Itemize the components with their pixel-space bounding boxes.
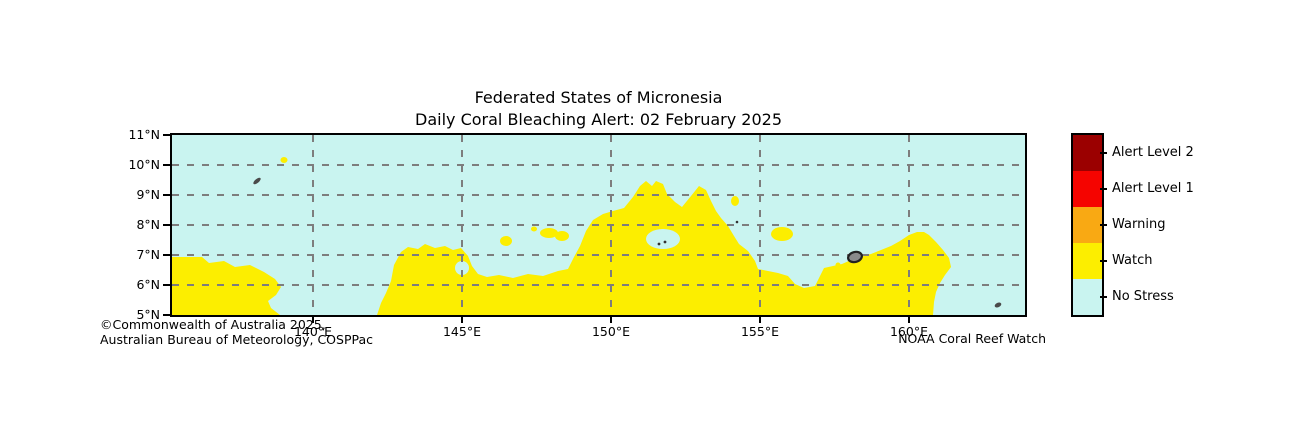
legend-swatch [1073,207,1102,243]
lagoon-chuuk [646,229,680,249]
kosrae-island [994,302,1002,308]
legend-tick-mark [1100,188,1107,190]
legend-swatch [1073,279,1102,315]
watch-islet [555,231,569,241]
y-tick-label: 9°N [136,187,160,202]
noaa-credit: NOAA Coral Reef Watch [898,331,1046,346]
y-tick-label: 10°N [128,157,160,172]
watch-islet [835,262,841,268]
x-tick-label: 145°E [442,324,481,339]
chuuk-islet [657,242,661,246]
legend-item-label: Watch [1112,253,1153,268]
lagoon-west [455,261,469,275]
x-tick-mark [312,317,314,323]
yap-island [253,177,261,185]
x-tick-mark [759,317,761,323]
x-tick-label: 155°E [740,324,779,339]
x-tick-mark [461,317,463,323]
chuuk-islet [663,240,667,244]
legend-swatch [1073,135,1102,171]
legend-item-label: Alert Level 1 [1112,181,1194,196]
y-tick-label: 8°N [136,217,160,232]
page-title: Federated States of Micronesia [474,88,723,107]
legend-item-label: Alert Level 2 [1112,145,1194,160]
bleaching-alert-map [172,135,1025,315]
y-tick-label: 5°N [136,307,160,322]
x-tick-mark [610,317,612,323]
watch-region-southwest [172,257,281,315]
y-tick-mark [163,134,170,136]
y-tick-mark [163,314,170,316]
legend-tick-mark [1100,152,1107,154]
watch-islet [500,236,512,246]
x-tick-label: 140°E [293,324,332,339]
legend-tick-mark [1100,296,1107,298]
legend-tick-mark [1100,260,1107,262]
y-tick-mark [163,164,170,166]
chart-title-block: Federated States of Micronesia Daily Cor… [172,87,1025,131]
map-plot-area [170,133,1027,317]
y-tick-mark [163,224,170,226]
y-tick-mark [163,254,170,256]
watch-islet [280,157,288,163]
attribution-line: Australian Bureau of Meteorology, COSPPa… [100,332,373,347]
x-tick-label: 160°E [889,324,928,339]
watch-islet [531,226,537,232]
y-tick-label: 6°N [136,277,160,292]
watch-islet [771,227,793,241]
y-tick-label: 7°N [136,247,160,262]
chart-subtitle: Daily Coral Bleaching Alert: 02 February… [415,110,782,129]
legend-swatch [1073,243,1102,279]
pohnpei-island [847,250,863,264]
copyright-line: ©Commonwealth of Australia 2025, [100,317,326,332]
legend-item-label: Warning [1112,217,1166,232]
y-tick-mark [163,284,170,286]
copyright-attribution: ©Commonwealth of Australia 2025, Austral… [100,317,373,347]
y-tick-label: 11°N [128,127,160,142]
watch-islet [540,228,558,238]
small-islet [735,220,739,224]
legend-tick-mark [1100,224,1107,226]
legend-item-label: No Stress [1112,289,1174,304]
x-tick-label: 150°E [591,324,630,339]
y-tick-mark [163,194,170,196]
x-tick-mark [908,317,910,323]
watch-islet [731,196,739,206]
legend-swatch [1073,171,1102,207]
